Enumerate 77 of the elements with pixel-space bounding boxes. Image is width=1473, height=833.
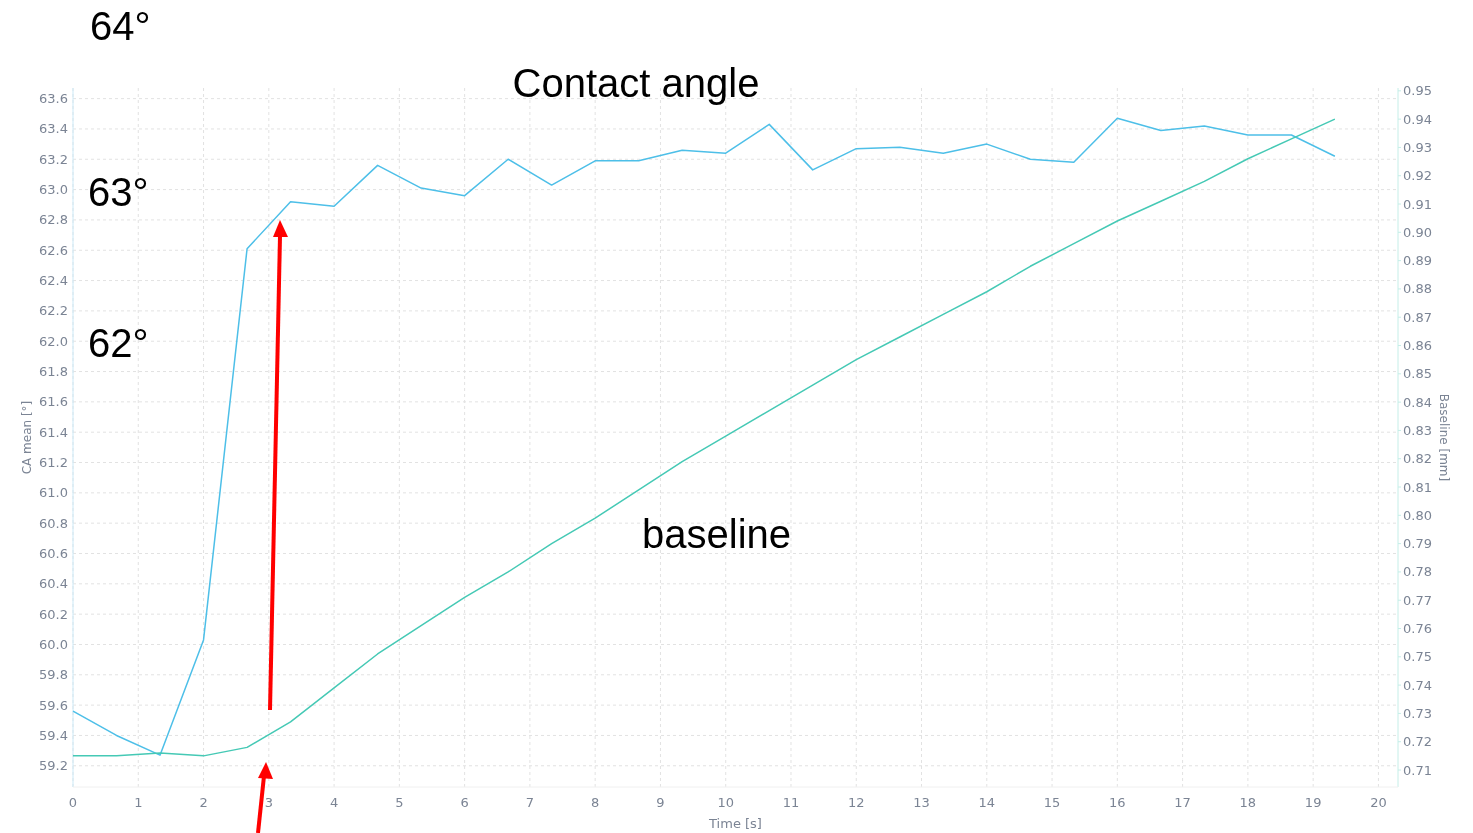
x-tick-label: 20 [1370, 795, 1387, 810]
y2-tick-label: 0.93 [1403, 139, 1432, 155]
y-tick-label: 61.0 [39, 485, 68, 501]
y-tick-label: 62.6 [39, 242, 68, 258]
y2-tick-label: 0.72 [1403, 734, 1432, 750]
y2-tick-label: 0.81 [1403, 479, 1432, 495]
x-tick-label: 7 [525, 795, 535, 810]
y2-tick-label: 0.78 [1403, 564, 1432, 580]
y-tick-label: 60.8 [39, 515, 68, 531]
x-tick-label: 16 [1109, 795, 1126, 810]
y2-tick-label: 0.85 [1403, 366, 1432, 382]
y-tick-label: 63.2 [39, 151, 68, 167]
x-tick-label: 15 [1043, 795, 1061, 810]
y-axis-title: CA mean [°] [20, 400, 34, 475]
y-tick-label: 60.0 [39, 636, 68, 652]
x-tick-label: 3 [264, 795, 273, 810]
x-tick-label: 8 [591, 795, 600, 810]
x-tick-label: 0 [68, 795, 78, 810]
y-tick-label: 60.6 [39, 545, 68, 561]
y-tick-label: 62.0 [39, 333, 68, 349]
y-tick-label: 62.4 [39, 273, 68, 289]
y-tick-label: 63.4 [39, 121, 68, 137]
y2-tick-label: 0.92 [1403, 168, 1432, 184]
y2-tick-label: 0.87 [1403, 309, 1432, 325]
y2-tick-label: 0.75 [1403, 649, 1432, 665]
x-tick-label: 1 [134, 795, 143, 810]
y-tick-label: 62.8 [39, 212, 68, 228]
x-axis-title: Time [s] [708, 816, 762, 831]
x-tick-label: 12 [847, 795, 865, 810]
annotation: baseline [642, 512, 792, 556]
y-tick-label: 60.2 [39, 606, 68, 622]
y-tick-label: 63.0 [39, 182, 68, 198]
y-tick-label: 59.4 [39, 727, 68, 743]
y2-tick-label: 0.83 [1403, 422, 1432, 438]
y2-tick-label: 0.74 [1403, 677, 1432, 693]
y2-tick-label: 0.80 [1403, 507, 1432, 523]
x-tick-label: 10 [717, 795, 734, 810]
y-tick-label: 59.8 [39, 667, 68, 683]
y-tick-label: 61.6 [39, 394, 68, 410]
text: 64° [90, 4, 151, 48]
y2-tick-label: 0.71 [1403, 762, 1432, 778]
y2-tick-label: 0.77 [1403, 592, 1432, 608]
y-tick-label: 63.6 [39, 91, 68, 107]
x-tick-label: 13 [913, 795, 930, 810]
x-tick-label: 11 [782, 795, 800, 810]
y2-tick-label: 0.94 [1403, 111, 1432, 127]
y-tick-label: 61.4 [39, 424, 68, 440]
annotation: 62° [88, 321, 149, 365]
y-tick-label: 60.4 [39, 576, 68, 592]
x-tick-label: 6 [460, 795, 469, 810]
x-tick-label: 4 [329, 795, 339, 810]
y-tick-label: 59.6 [39, 697, 68, 713]
y2-tick-label: 0.95 [1403, 83, 1432, 99]
y2-tick-label: 0.76 [1403, 621, 1432, 637]
y2-tick-label: 0.79 [1403, 536, 1432, 552]
y2-tick-label: 0.90 [1403, 224, 1432, 240]
x-tick-label: 19 [1304, 795, 1322, 810]
chart-title: Contact angle [512, 61, 760, 105]
y2-tick-label: 0.73 [1403, 705, 1432, 721]
x-tick-label: 2 [199, 795, 208, 810]
x-tick-label: 17 [1174, 795, 1191, 810]
y2-tick-label: 0.91 [1403, 196, 1432, 212]
x-tick-label: 5 [395, 795, 404, 810]
y2-tick-label: 0.82 [1403, 451, 1432, 467]
y-tick-label: 59.2 [39, 758, 68, 774]
y2-tick-label: 0.86 [1403, 338, 1432, 354]
y-tick-label: 61.8 [39, 364, 68, 380]
y2-axis-title: Baseline [mm] [1437, 393, 1451, 482]
x-tick-label: 18 [1239, 795, 1257, 810]
y-tick-label: 62.2 [39, 303, 68, 319]
annotation: 63° [88, 170, 149, 214]
y-tick-label: 61.2 [39, 455, 68, 471]
x-tick-label: 9 [656, 795, 665, 810]
x-tick-label: 14 [978, 795, 996, 810]
y2-tick-label: 0.89 [1403, 253, 1432, 269]
y2-tick-label: 0.84 [1403, 394, 1432, 410]
y2-tick-label: 0.88 [1403, 281, 1432, 297]
